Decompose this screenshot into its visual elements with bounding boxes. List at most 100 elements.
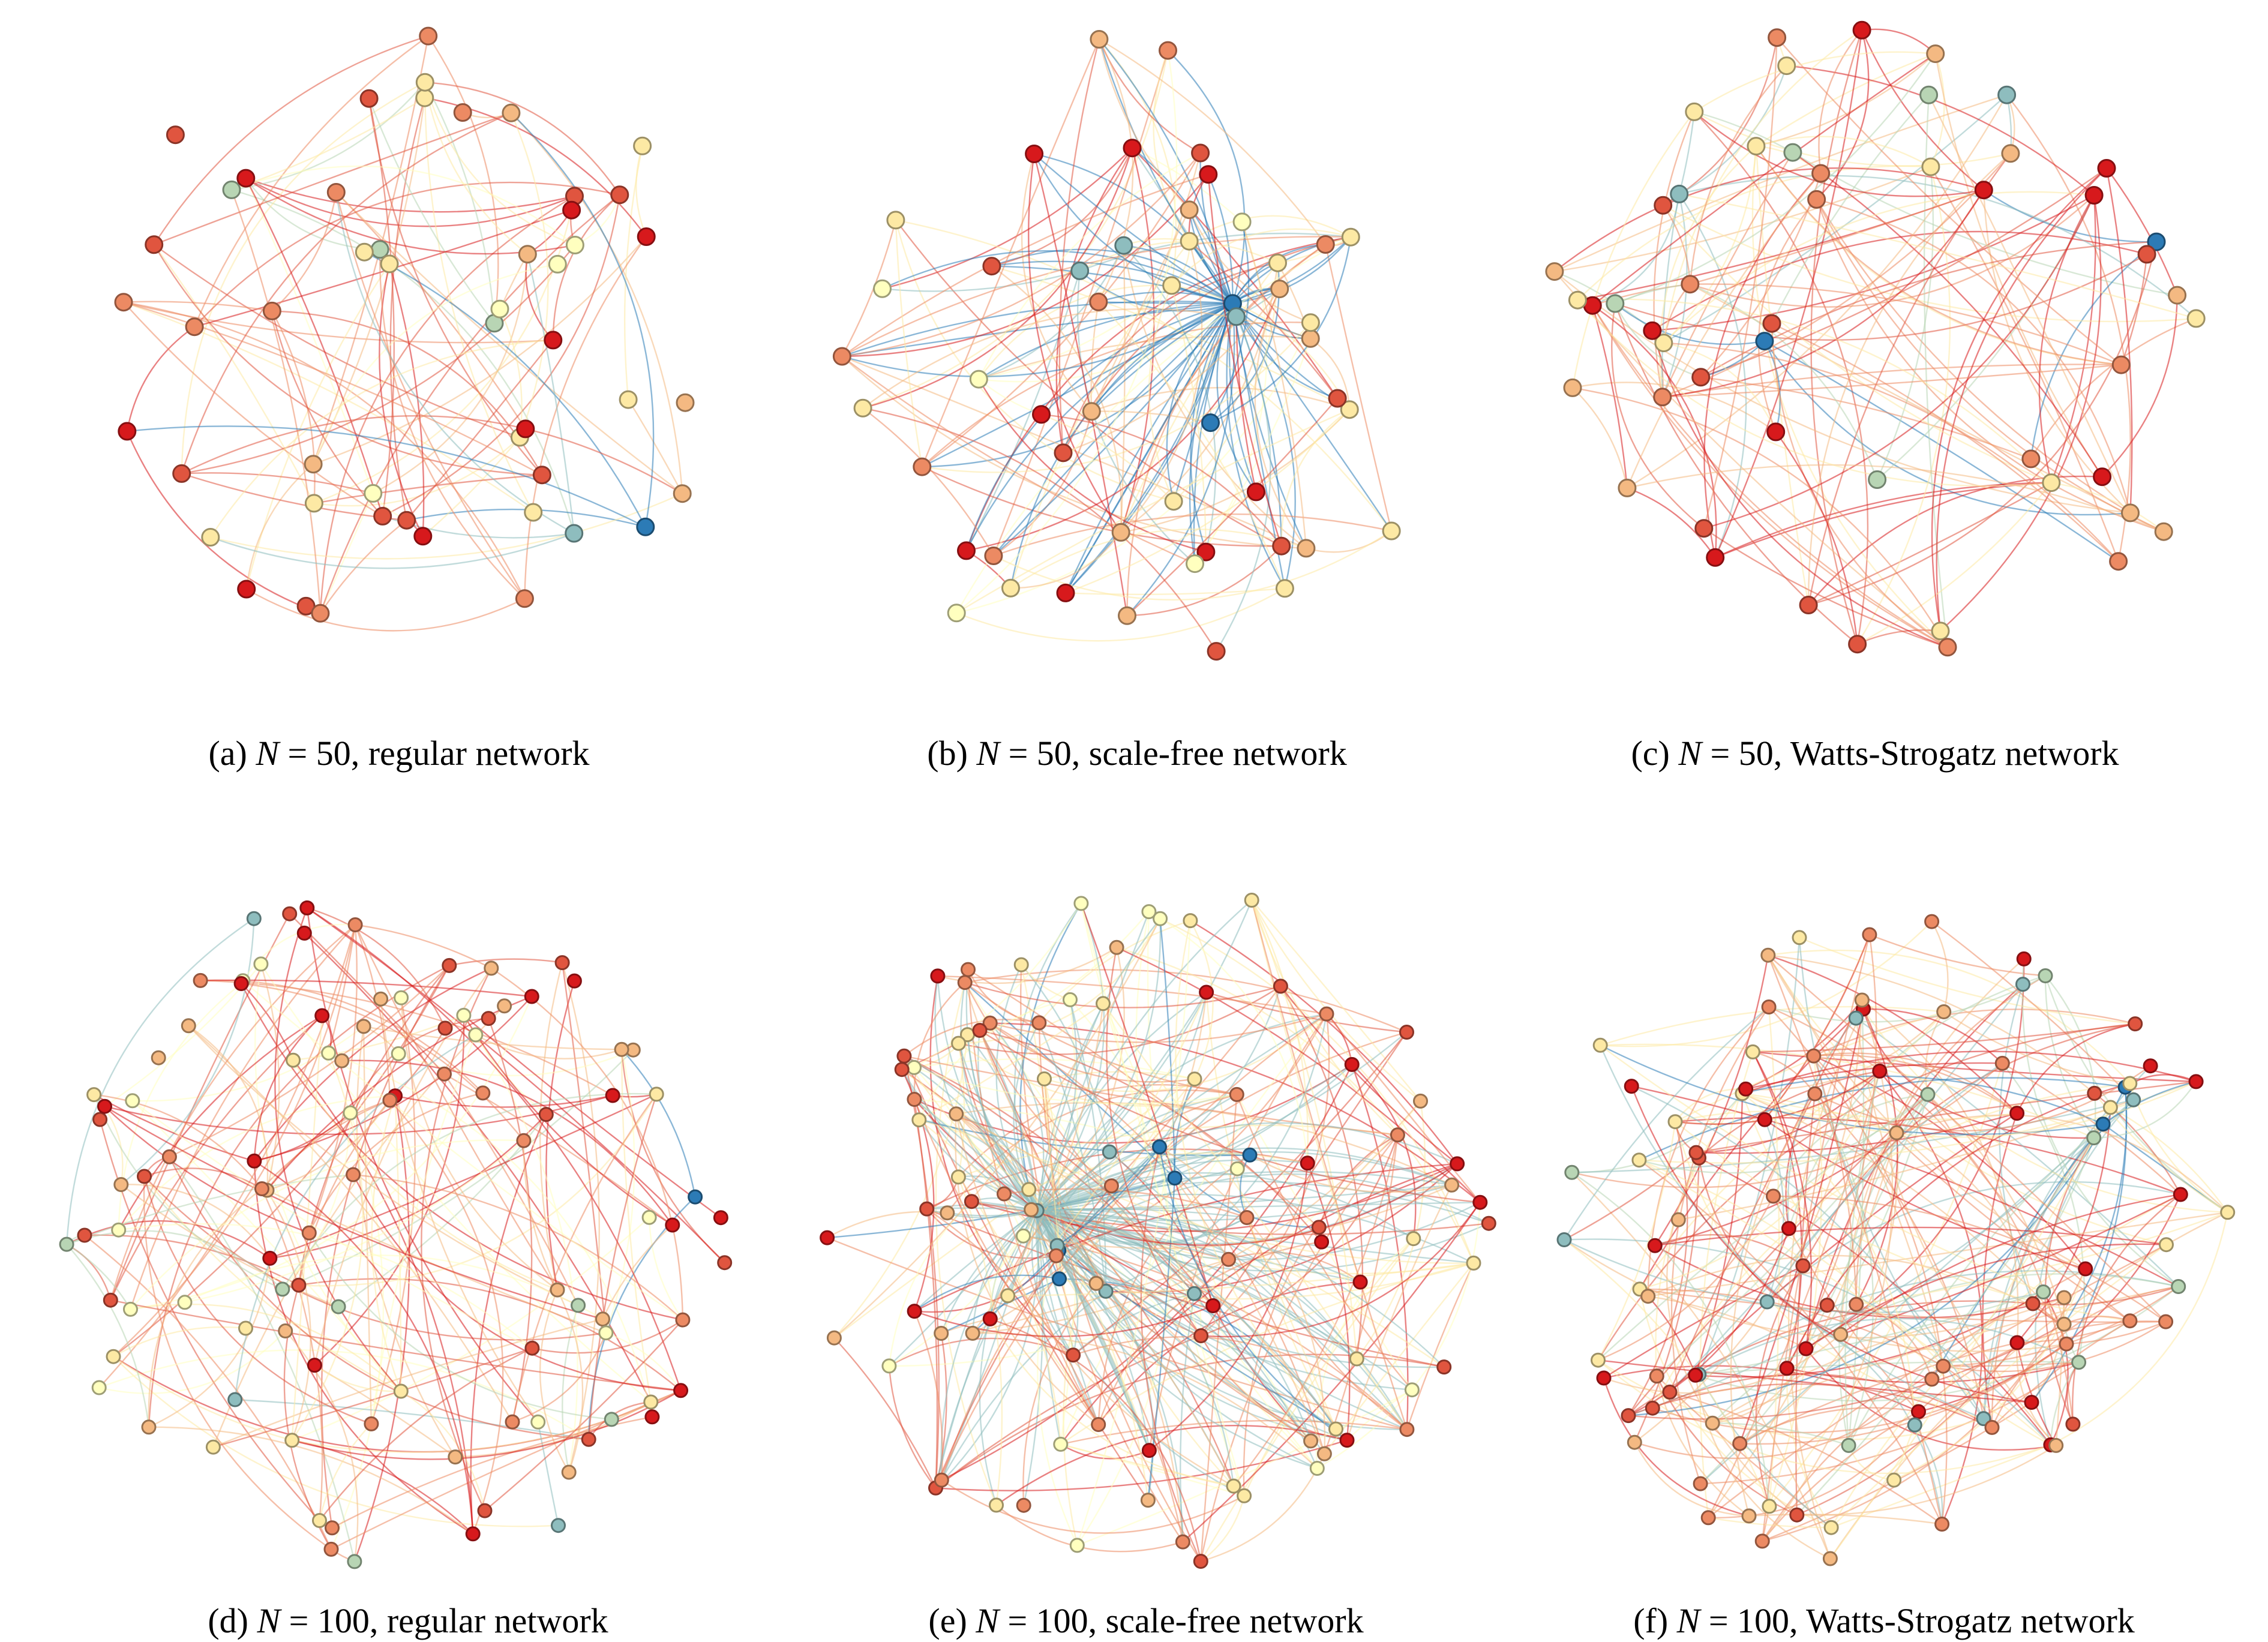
edge bbox=[1753, 1051, 1816, 1094]
edge bbox=[1776, 37, 2122, 366]
caption-label: (e) bbox=[928, 1601, 967, 1640]
network-node bbox=[1472, 1194, 1488, 1210]
network-node bbox=[1849, 1296, 1864, 1312]
edge bbox=[1598, 1359, 2032, 1403]
network-node bbox=[1631, 1152, 1647, 1168]
network-node bbox=[1300, 1155, 1315, 1171]
edge bbox=[148, 1258, 271, 1428]
network-node bbox=[391, 1046, 406, 1061]
edge bbox=[335, 191, 683, 494]
edge bbox=[281, 1112, 352, 1290]
edge bbox=[1603, 1334, 1841, 1394]
edge bbox=[126, 326, 195, 432]
edge bbox=[964, 982, 1214, 1307]
edge bbox=[1036, 992, 1207, 1211]
network-node bbox=[275, 1281, 290, 1297]
edge bbox=[1036, 1013, 1327, 1211]
network-node bbox=[1920, 1086, 1936, 1102]
edge bbox=[1764, 934, 1871, 1121]
network-node bbox=[448, 1449, 463, 1465]
edge bbox=[889, 1337, 1074, 1367]
network-node bbox=[1270, 280, 1289, 299]
edge bbox=[1863, 1008, 2003, 1064]
network-node bbox=[581, 1431, 596, 1447]
caption-variable: N bbox=[976, 1601, 999, 1640]
edge bbox=[537, 1422, 559, 1526]
edge bbox=[1120, 245, 1126, 533]
network-node bbox=[1926, 44, 1945, 64]
edge bbox=[181, 244, 576, 475]
network-node bbox=[1762, 1499, 1777, 1514]
edge bbox=[1739, 1133, 1899, 1445]
network-node bbox=[1328, 389, 1347, 408]
edge bbox=[118, 1014, 323, 1230]
network-node bbox=[222, 180, 241, 199]
network-node bbox=[1545, 262, 1564, 281]
network-node bbox=[1025, 145, 1044, 163]
network-node bbox=[2143, 1058, 2158, 1074]
network-node bbox=[1592, 1037, 1608, 1053]
network-node bbox=[518, 245, 537, 264]
edge bbox=[1193, 1293, 1312, 1442]
caption-label: (f) bbox=[1633, 1601, 1669, 1640]
network-node bbox=[911, 1112, 927, 1128]
network-node bbox=[1159, 41, 1177, 60]
network-node bbox=[1037, 1071, 1052, 1086]
network-node bbox=[1783, 143, 1802, 162]
edge bbox=[368, 98, 495, 324]
edge bbox=[130, 1303, 402, 1392]
network-node bbox=[688, 1189, 703, 1205]
edge bbox=[1656, 1376, 1750, 1517]
network-node bbox=[1016, 1497, 1031, 1513]
network-node bbox=[1781, 1221, 1796, 1236]
edge bbox=[213, 1347, 533, 1448]
edge bbox=[1251, 900, 1408, 1430]
network-node bbox=[2171, 1279, 2186, 1294]
network-node bbox=[2038, 968, 2053, 983]
edge bbox=[1678, 193, 1747, 558]
edge bbox=[425, 82, 620, 196]
edge bbox=[841, 220, 897, 357]
edge bbox=[130, 924, 356, 1310]
edge bbox=[335, 192, 526, 599]
edge bbox=[1663, 342, 2119, 562]
edge bbox=[1730, 1093, 1816, 1517]
edge bbox=[914, 1058, 1195, 1080]
edge bbox=[313, 236, 647, 465]
edge bbox=[1097, 301, 1286, 589]
edge bbox=[964, 981, 1237, 1095]
network-node bbox=[1911, 1404, 1926, 1419]
network-node bbox=[1187, 1286, 1202, 1301]
edge bbox=[1036, 1209, 1408, 1430]
network-node bbox=[598, 1325, 614, 1341]
edge bbox=[1840, 1193, 2181, 1335]
network-node bbox=[565, 236, 584, 254]
edge bbox=[1325, 244, 1393, 532]
network-node bbox=[355, 242, 374, 262]
edge bbox=[308, 1232, 612, 1421]
edge bbox=[2120, 254, 2148, 365]
edge bbox=[991, 148, 1133, 267]
network-node bbox=[1621, 1408, 1636, 1424]
edge bbox=[1662, 153, 2011, 398]
network-node bbox=[1164, 492, 1183, 511]
network-node bbox=[92, 1112, 108, 1127]
network-node bbox=[675, 1312, 691, 1328]
edge bbox=[1065, 409, 1351, 594]
edge bbox=[1814, 1093, 1874, 1446]
edge bbox=[958, 1176, 1003, 1506]
edge bbox=[104, 1106, 310, 1234]
edge bbox=[1235, 316, 1257, 493]
edge bbox=[1064, 303, 1234, 593]
network-node bbox=[907, 1304, 922, 1319]
network-node bbox=[1938, 638, 1957, 657]
network-node bbox=[1114, 236, 1133, 255]
edge bbox=[1615, 253, 2147, 341]
network-node bbox=[1244, 893, 1259, 908]
edge bbox=[1693, 111, 1869, 644]
edge bbox=[1639, 1288, 1944, 1367]
edge bbox=[1703, 37, 1778, 529]
edge bbox=[132, 1025, 364, 1102]
edge bbox=[1140, 1146, 1202, 1562]
network-node bbox=[610, 185, 629, 205]
